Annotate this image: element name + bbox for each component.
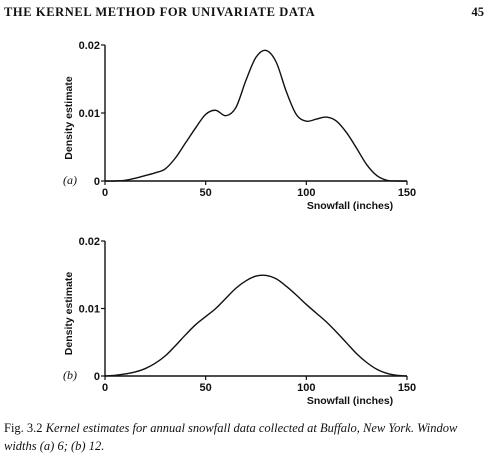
caption-text: Kernel estimates for annual snowfall dat… <box>4 421 458 453</box>
x-tick-label: 150 <box>398 187 416 199</box>
caption-label: Fig. 3.2 <box>4 421 43 435</box>
y-tick-label: 0 <box>94 371 100 383</box>
density-curve <box>104 274 408 377</box>
y-tick-label: 0 <box>94 176 100 188</box>
page-number: 45 <box>471 5 485 19</box>
running-head: THE KERNEL METHOD FOR UNIVARIATE DATA <box>4 5 316 19</box>
figure: 0 50 100 150 0 0.01 0.02 Snowfall (inches) Densi… <box>63 40 416 407</box>
x-tick-label: 50 <box>200 187 212 199</box>
x-tick-label: 0 <box>102 382 108 394</box>
x-tick-label: 0 <box>102 187 108 199</box>
y-tick-label: 0.01 <box>79 304 100 316</box>
panel-label: (b) <box>63 368 77 382</box>
x-tick-label: 100 <box>297 187 315 199</box>
y-axis-title: Density estimate <box>63 272 75 356</box>
density-curve <box>104 49 408 182</box>
panel-a: 0 50 100 150 0 0.01 0.02 Snowfall (inches) Densi… <box>63 40 416 212</box>
x-tick-label: 100 <box>297 382 315 394</box>
x-axis-title: Snowfall (inches) <box>307 200 393 212</box>
y-tick-label: 0.01 <box>79 108 100 120</box>
y-tick-label: 0.02 <box>79 236 100 248</box>
x-tick-label: 50 <box>200 382 212 394</box>
x-axis-title: Snowfall (inches) <box>307 395 393 407</box>
y-tick-label: 0.02 <box>79 40 100 52</box>
panel-b: 0 50 100 150 0 0.01 0.02 Snowfall (inches) Densi… <box>63 236 416 407</box>
y-axis-title: Density estimate <box>63 76 75 160</box>
panel-label: (a) <box>63 173 77 187</box>
figure-caption: Fig. 3.2 Kernel estimates for annual sno… <box>4 419 492 455</box>
x-tick-label: 150 <box>398 382 416 394</box>
